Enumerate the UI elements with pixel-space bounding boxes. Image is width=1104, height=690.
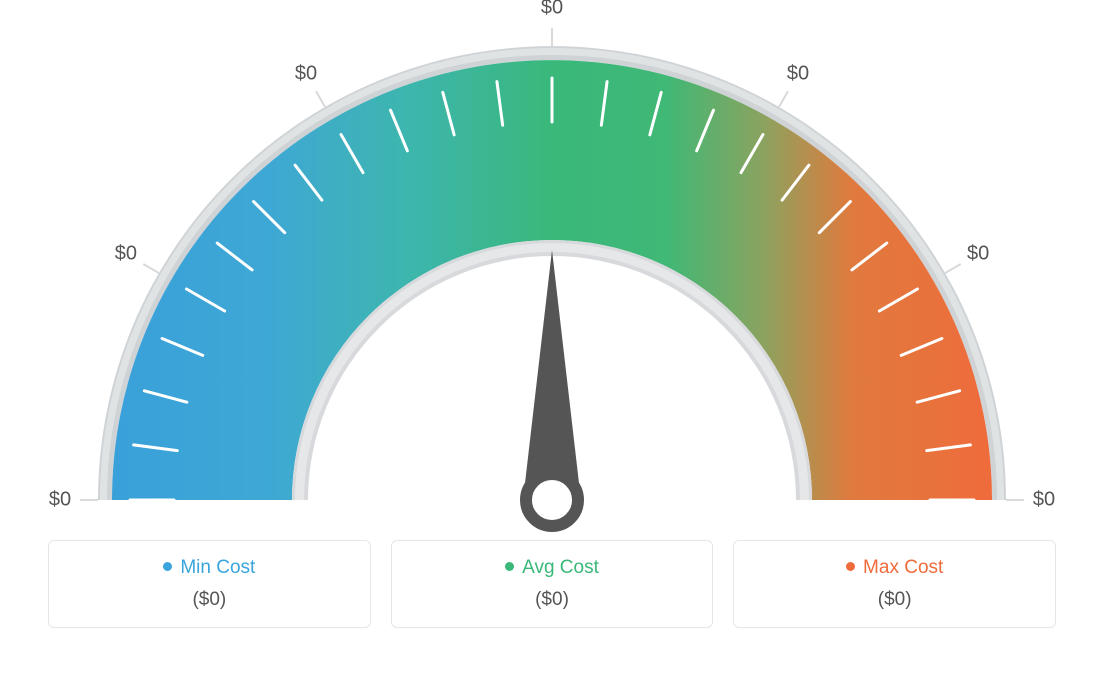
major-tick xyxy=(316,91,325,107)
tick-label: $0 xyxy=(541,0,563,20)
gauge-needle xyxy=(522,250,581,505)
legend-row: Min Cost ($0) Avg Cost ($0) Max Cost ($0) xyxy=(48,540,1056,628)
tick-label: $0 xyxy=(295,62,317,85)
major-tick xyxy=(945,264,961,273)
tick-label: $0 xyxy=(1033,489,1055,512)
legend-label: Avg Cost xyxy=(522,557,599,578)
legend-label: Min Cost xyxy=(180,557,255,578)
major-tick xyxy=(779,91,788,107)
legend-value: ($0) xyxy=(746,589,1043,611)
legend-dot-icon xyxy=(163,562,172,571)
legend-title: Min Cost xyxy=(61,557,358,579)
legend-label: Max Cost xyxy=(863,557,943,578)
legend-value: ($0) xyxy=(61,589,358,611)
legend-dot-icon xyxy=(846,562,855,571)
needle-hub xyxy=(526,474,578,526)
legend-card: Avg Cost ($0) xyxy=(391,540,714,628)
legend-title: Max Cost xyxy=(746,557,1043,579)
legend-card: Min Cost ($0) xyxy=(48,540,371,628)
gauge-wrap: $0$0$0$0$0$0$0 xyxy=(52,20,1052,520)
legend-dot-icon xyxy=(505,562,514,571)
legend-value: ($0) xyxy=(404,589,701,611)
tick-label: $0 xyxy=(115,243,137,266)
legend-title: Avg Cost xyxy=(404,557,701,579)
tick-label: $0 xyxy=(49,489,71,512)
legend-card: Max Cost ($0) xyxy=(733,540,1056,628)
major-tick xyxy=(143,264,159,273)
gauge-chart-container: $0$0$0$0$0$0$0 Min Cost($0)Avg Cost($0)M… xyxy=(0,0,1104,690)
gauge-svg xyxy=(52,20,1052,540)
tick-label: $0 xyxy=(787,62,809,85)
tick-label: $0 xyxy=(967,243,989,266)
